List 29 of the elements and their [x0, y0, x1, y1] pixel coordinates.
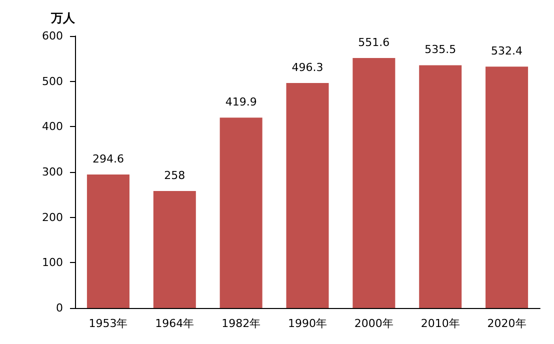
y-tick-label: 500 [42, 74, 63, 88]
bar [486, 66, 528, 308]
bar [220, 118, 262, 308]
data-label: 551.6 [358, 36, 390, 49]
data-label: 496.3 [292, 61, 324, 74]
y-tick-label: 600 [42, 30, 63, 42]
x-tick-label: 1990年 [288, 317, 327, 330]
bar [86, 174, 130, 308]
y-axis-title: 万人 [50, 11, 76, 25]
bar [419, 65, 462, 308]
y-tick-label: 100 [42, 256, 63, 270]
x-tick-label: 2020年 [487, 317, 526, 330]
bar [352, 58, 396, 308]
y-tick-label: 300 [42, 166, 63, 178]
x-tick-label: 2010年 [420, 317, 460, 330]
bar [153, 191, 196, 308]
data-label: 535.5 [424, 43, 456, 56]
x-tick-label: 1953年 [88, 317, 128, 330]
x-tick-label: 1982年 [222, 317, 261, 330]
x-tick-label: 1964年 [155, 317, 194, 330]
data-label: 532.4 [491, 44, 523, 58]
data-label: 294.6 [92, 152, 124, 166]
bar [286, 83, 329, 308]
y-tick-label: 0 [56, 302, 63, 314]
data-label: 258 [164, 169, 186, 182]
x-tick-label: 2000年 [354, 317, 394, 330]
data-label: 419.9 [225, 96, 257, 109]
y-tick-label: 200 [42, 210, 63, 224]
y-tick-label: 400 [42, 120, 63, 134]
